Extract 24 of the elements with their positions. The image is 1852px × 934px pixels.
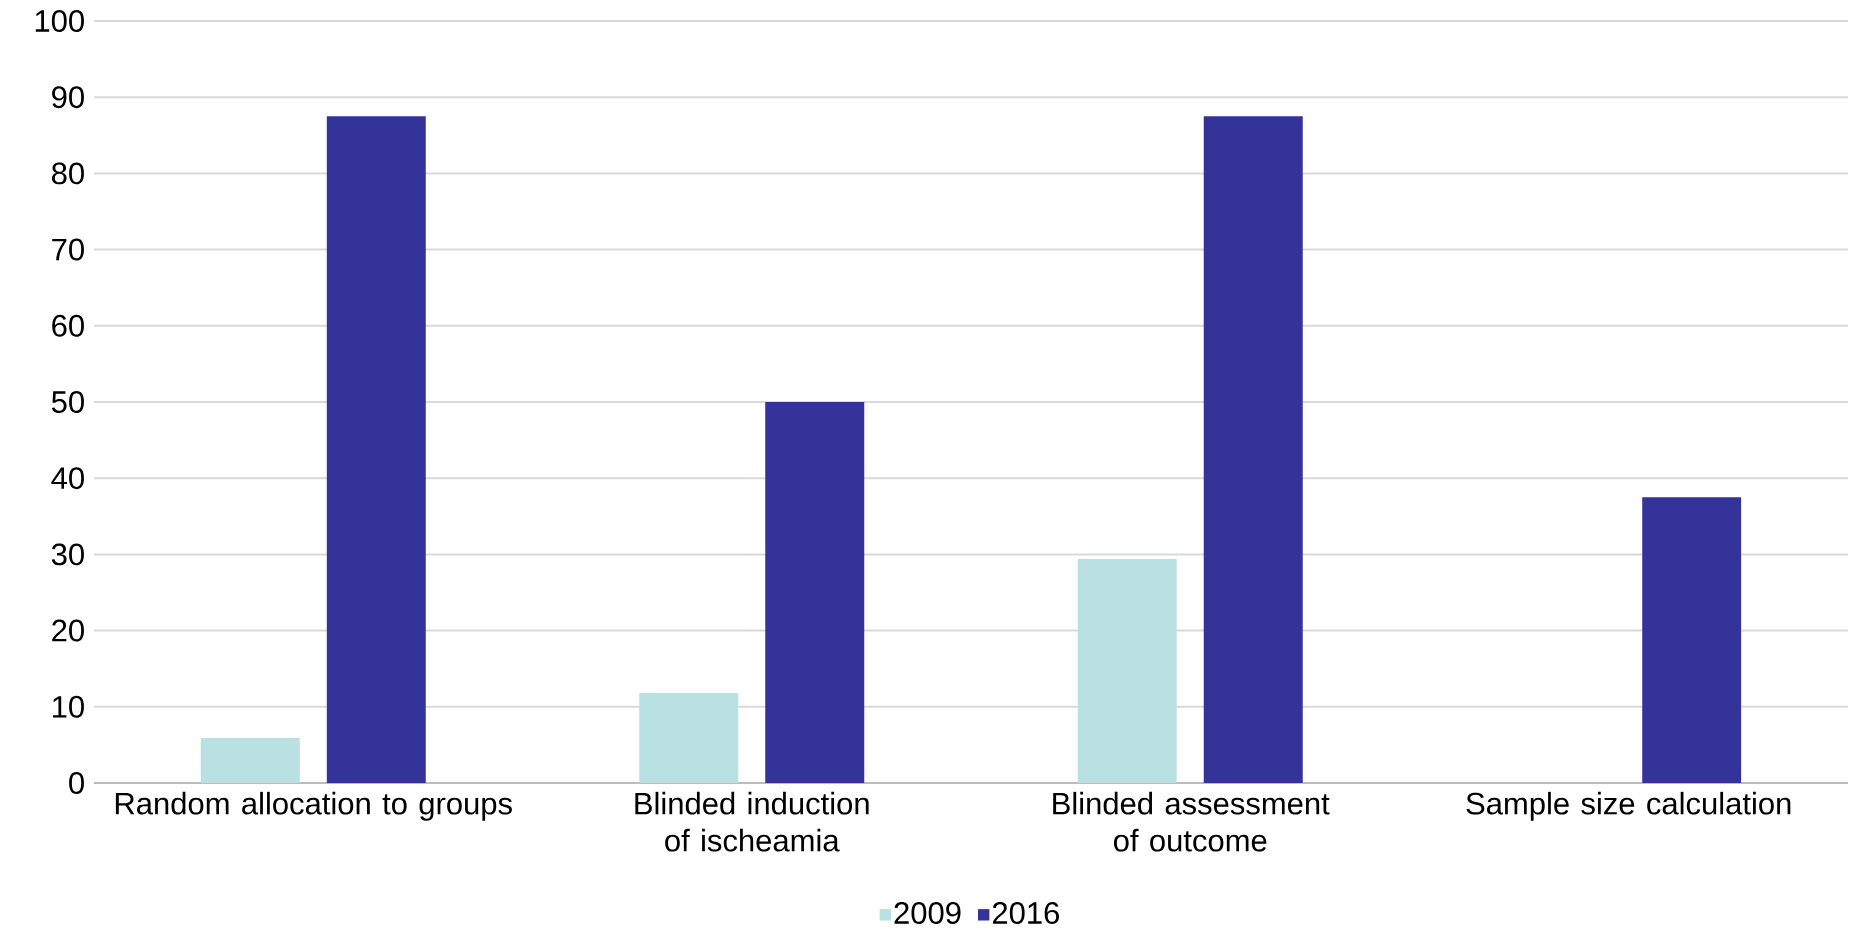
bar bbox=[1203, 116, 1303, 783]
bar bbox=[765, 401, 865, 783]
x-tick-label: Sample size calculation bbox=[1466, 791, 1791, 821]
y-tick-label: 70 bbox=[52, 238, 84, 261]
y-tick-label: 10 bbox=[53, 695, 84, 718]
y-tick-label: 30 bbox=[51, 543, 84, 566]
bar bbox=[1077, 558, 1177, 783]
legend-label: 2016 bbox=[992, 902, 1059, 924]
x-tick-label: Blinded induction of ischeamia bbox=[635, 791, 869, 852]
y-tick-label: 0 bbox=[69, 772, 84, 794]
legend-label: 2009 bbox=[894, 902, 961, 924]
y-tick-label: 80 bbox=[52, 162, 84, 185]
bar bbox=[1642, 497, 1742, 783]
y-tick-label: 50 bbox=[51, 391, 84, 413]
y-tick-label: 60 bbox=[52, 314, 84, 337]
bar bbox=[639, 693, 739, 783]
y-tick-label: 90 bbox=[52, 86, 84, 109]
bar bbox=[326, 116, 426, 783]
x-tick-label: Random allocation to groups bbox=[115, 791, 512, 821]
bar bbox=[200, 738, 300, 783]
x-tick-label: Blinded assessment of outcome bbox=[1053, 791, 1330, 852]
y-tick-label: 20 bbox=[52, 619, 84, 642]
y-tick-label: 40 bbox=[51, 467, 84, 490]
y-tick-label: 100 bbox=[35, 10, 84, 32]
